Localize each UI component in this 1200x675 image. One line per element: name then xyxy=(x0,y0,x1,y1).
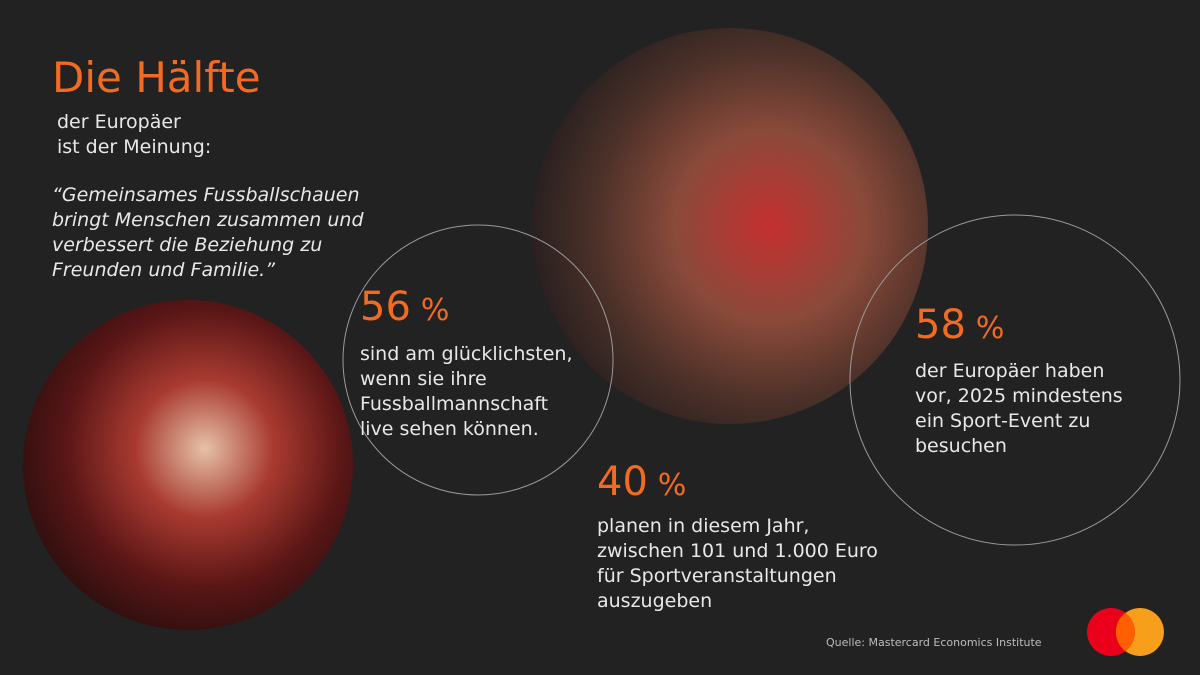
source: Quelle: Mastercard Economics Institute xyxy=(826,636,1042,649)
stat-text: live sehen können. xyxy=(360,418,539,440)
stat-text: zwischen 101 und 1.000 Euro xyxy=(597,540,878,562)
stat-value: 56 xyxy=(360,284,411,330)
stat-unit: % xyxy=(421,293,450,328)
stat-text: Fussballmannschaft xyxy=(360,393,548,415)
stat-value: 40 xyxy=(597,459,648,505)
quote-line: verbessert die Beziehung zu xyxy=(52,234,322,256)
stat-figure: 40% xyxy=(597,459,686,505)
stat-value: 58 xyxy=(915,302,966,348)
quote-line: bringt Menschen zusammen und xyxy=(52,209,364,231)
stat-text: besuchen xyxy=(915,435,1007,457)
logo-overlap xyxy=(1115,612,1136,652)
stat-unit: % xyxy=(976,311,1005,346)
title: Die Hälfte xyxy=(52,53,261,102)
photo-supporters xyxy=(532,28,928,424)
subtitle-line: ist der Meinung: xyxy=(57,136,211,158)
stat-figure: 56% xyxy=(360,284,449,330)
stat-text: der Europäer haben xyxy=(915,360,1104,382)
quote-line: “Gemeinsames Fussballschauen xyxy=(52,184,360,206)
quote-line: Freunden und Familie.” xyxy=(52,259,275,281)
outline-circle xyxy=(342,224,614,496)
stat-text: für Sportveranstaltungen xyxy=(597,565,837,587)
stat-figure: 58% xyxy=(915,302,1004,348)
stat-text: auszugeben xyxy=(597,590,712,612)
subtitle-line: der Europäer xyxy=(57,111,181,133)
outline-circle xyxy=(849,214,1181,546)
stat-text: planen in diesem Jahr, xyxy=(597,515,809,537)
quote: “Gemeinsames Fussballschauen bringt Mens… xyxy=(52,184,364,281)
stat-text: sind am glücklichsten, xyxy=(360,343,573,365)
stat-text: wenn sie ihre xyxy=(360,368,487,390)
stat-text: vor, 2025 mindestens xyxy=(915,385,1123,407)
stat-unit: % xyxy=(658,468,687,503)
photo-fans xyxy=(23,300,353,630)
stat-text: ein Sport-Event zu xyxy=(915,410,1090,432)
stats: 56 % sind am glücklichsten, wenn sie ihre Fu… xyxy=(360,284,1123,612)
mastercard-logo xyxy=(1087,608,1164,656)
